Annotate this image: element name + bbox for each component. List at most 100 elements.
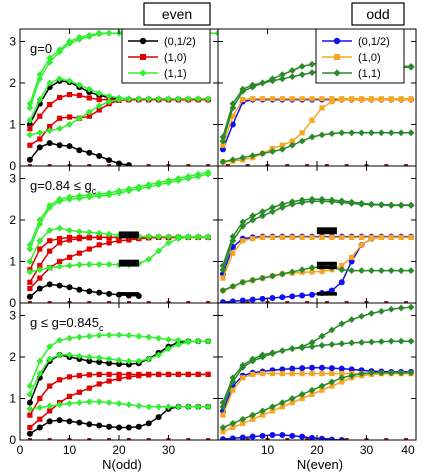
baseline-marker bbox=[404, 301, 409, 303]
data-point bbox=[308, 133, 316, 141]
data-point bbox=[338, 374, 346, 382]
legend-label: (0,1/2) bbox=[358, 36, 390, 48]
data-point bbox=[125, 185, 133, 193]
baseline-marker bbox=[146, 164, 151, 166]
data-point bbox=[37, 416, 43, 422]
data-point bbox=[288, 141, 296, 149]
series-line bbox=[29, 98, 209, 146]
data-point bbox=[259, 150, 266, 157]
series-line bbox=[29, 97, 209, 136]
data-point bbox=[125, 424, 132, 431]
data-point bbox=[145, 333, 153, 341]
data-point bbox=[26, 382, 34, 390]
panel-row3-right bbox=[219, 303, 415, 440]
data-point bbox=[349, 234, 355, 241]
data-point bbox=[145, 181, 153, 189]
data-point bbox=[319, 268, 325, 275]
data-point bbox=[76, 228, 83, 235]
data-point bbox=[278, 145, 286, 153]
data-point bbox=[219, 158, 227, 166]
data-point bbox=[36, 71, 44, 79]
data-point bbox=[358, 242, 365, 248]
data-point bbox=[66, 143, 73, 150]
data-point bbox=[239, 87, 247, 95]
data-point bbox=[269, 349, 276, 357]
data-point bbox=[175, 233, 182, 240]
data-point bbox=[126, 371, 132, 378]
data-point bbox=[328, 326, 336, 334]
data-point bbox=[47, 408, 53, 414]
data-point bbox=[204, 95, 212, 103]
data-point bbox=[46, 226, 54, 234]
series-0 bbox=[219, 432, 345, 440]
legend-item: (1,1) bbox=[322, 68, 381, 80]
data-point bbox=[229, 298, 236, 303]
data-point bbox=[308, 343, 316, 350]
data-point bbox=[125, 95, 133, 103]
baseline-marker bbox=[47, 438, 52, 440]
data-point bbox=[66, 121, 73, 128]
data-point bbox=[289, 365, 296, 372]
data-point bbox=[240, 96, 246, 103]
data-point bbox=[106, 157, 113, 164]
y-tick-label: 2 bbox=[9, 213, 16, 227]
data-point bbox=[47, 383, 53, 389]
data-point bbox=[219, 137, 227, 145]
error-bar-mark bbox=[118, 234, 139, 239]
series-2 bbox=[27, 96, 211, 148]
data-point bbox=[220, 412, 226, 418]
data-point bbox=[309, 234, 315, 241]
baseline-marker bbox=[47, 301, 52, 303]
error-bar-mark bbox=[316, 230, 337, 235]
series-0 bbox=[26, 140, 132, 166]
data-point bbox=[387, 129, 395, 137]
baseline-marker bbox=[404, 164, 409, 166]
data-point bbox=[26, 258, 34, 265]
data-point bbox=[308, 386, 316, 394]
data-point bbox=[318, 332, 326, 340]
data-point bbox=[145, 403, 153, 411]
data-point bbox=[250, 371, 256, 378]
data-point bbox=[36, 75, 44, 83]
x-axis-label-right: N(even) bbox=[297, 457, 343, 472]
series-6 bbox=[219, 195, 415, 270]
data-point bbox=[249, 212, 257, 220]
data-point bbox=[37, 113, 43, 119]
data-point bbox=[185, 371, 191, 378]
data-point bbox=[26, 156, 33, 163]
data-point bbox=[407, 267, 415, 275]
data-point bbox=[387, 369, 395, 377]
data-point bbox=[249, 152, 257, 160]
data-point bbox=[76, 352, 83, 360]
baseline-marker bbox=[344, 301, 349, 303]
series-3 bbox=[220, 370, 414, 418]
data-point bbox=[66, 77, 73, 85]
data-point bbox=[175, 403, 182, 411]
legend-left: (0,1/2) (1,0) (1,1) bbox=[121, 28, 211, 84]
baseline-marker bbox=[186, 164, 191, 166]
data-point bbox=[57, 240, 63, 246]
data-point bbox=[135, 332, 143, 340]
series-7 bbox=[26, 168, 212, 249]
baseline-marker bbox=[146, 301, 151, 303]
legend-item: (1,0) bbox=[128, 52, 187, 64]
baseline-marker bbox=[344, 438, 349, 440]
data-point bbox=[229, 156, 237, 164]
series-line bbox=[222, 372, 411, 433]
data-point bbox=[278, 399, 286, 407]
data-point bbox=[105, 331, 113, 339]
data-point bbox=[299, 370, 305, 377]
data-point bbox=[194, 233, 202, 240]
data-point bbox=[96, 358, 103, 365]
series-4 bbox=[26, 398, 212, 413]
data-point bbox=[205, 371, 211, 378]
data-point bbox=[116, 371, 122, 378]
data-point bbox=[37, 275, 43, 281]
series-line bbox=[222, 372, 411, 416]
y-tick-label: 3 bbox=[9, 171, 16, 185]
data-point bbox=[46, 202, 54, 209]
series-3 bbox=[27, 371, 211, 418]
data-point bbox=[56, 46, 63, 54]
baseline-marker bbox=[285, 164, 290, 166]
